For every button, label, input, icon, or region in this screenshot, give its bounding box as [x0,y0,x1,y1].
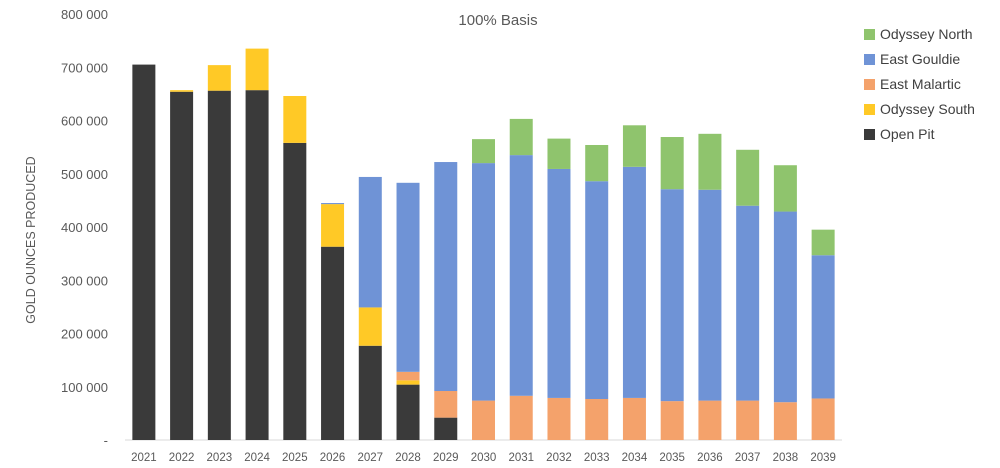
bar-segment-odyssey-south [245,48,269,91]
x-tick-label: 2023 [207,452,233,464]
bar-segment-east-malartic [736,400,760,440]
bar-segment-odyssey-south [207,65,231,91]
x-tick-label: 2033 [584,452,610,464]
x-tick-label: 2022 [169,452,195,464]
x-tick-label: 2027 [357,452,383,464]
chart-title: 100% Basis [458,12,537,29]
bar-segment-east-gouldie [509,155,533,396]
y-tick-label: 400 000 [61,220,108,235]
bar-segment-open-pit [170,91,194,441]
y-tick-label: 600 000 [61,114,108,129]
legend-swatch [864,104,875,115]
bar-segment-east-gouldie [736,205,760,401]
bar-segment-odyssey-north [736,149,760,206]
bar-segment-odyssey-north [773,165,797,212]
legend-swatch [864,54,875,65]
bar-segment-east-gouldie [396,182,420,372]
bar-segment-east-malartic [622,397,646,440]
bar-segment-east-malartic [660,401,684,440]
bar-segment-east-gouldie [585,181,609,399]
bar-segment-odyssey-north [698,133,722,190]
bar-segment-east-malartic [698,400,722,440]
bar-segment-odyssey-north [547,138,571,169]
x-tick-label: 2026 [320,452,346,464]
bar-segment-east-gouldie [773,211,797,403]
x-tick-label: 2031 [508,452,534,464]
bar-segment-east-malartic [773,402,797,440]
legend-label: East Malartic [880,76,961,92]
bar-segment-odyssey-south [283,96,307,143]
bar-segment-east-malartic [811,398,835,440]
legend-swatch [864,29,875,40]
y-axis-ticks: - 100 000 200 000 300 000 400 000 500 000 600 … [61,7,108,448]
bar-segment-east-gouldie [321,203,345,205]
bar-segment-east-gouldie [811,255,835,399]
bar-segment-open-pit [283,142,307,441]
bar-segment-east-gouldie [472,163,495,401]
bar-segment-east-gouldie [622,166,646,398]
bar-segment-east-gouldie [358,176,382,308]
y-tick-label: 700 000 [61,60,108,75]
bar-segment-east-malartic [585,398,609,440]
y-tick-label: 300 000 [61,273,108,288]
bar-segment-odyssey-north [509,118,533,156]
bar-segment-odyssey-south [321,204,345,247]
legend-label: Odyssey South [880,101,975,117]
bar-segment-open-pit [358,345,382,440]
bar-segment-east-gouldie [434,162,458,392]
bar-segment-east-gouldie [660,189,684,402]
y-tick-label: 800 000 [61,7,108,22]
legend-swatch [864,129,875,140]
bar-segment-odyssey-north [660,137,684,190]
bar-segment-east-malartic [472,400,495,440]
x-tick-label: 2029 [433,452,459,464]
bar-segment-odyssey-north [472,139,495,164]
x-tick-label: 2037 [735,452,761,464]
bar-segment-open-pit [396,384,420,440]
bar-segment-east-malartic [547,397,571,440]
y-tick-label: - [104,433,108,448]
y-tick-label: 100 000 [61,380,108,395]
bar-segment-open-pit [245,90,269,441]
bar-segment-east-malartic [434,391,458,418]
bar-segment-east-gouldie [698,189,722,401]
x-tick-label: 2024 [244,452,270,464]
bar-segment-open-pit [321,246,345,440]
bar-segment-east-gouldie [547,168,571,398]
y-tick-label: 500 000 [61,167,108,182]
legend-label: Open Pit [880,126,935,142]
x-tick-label: 2032 [546,452,572,464]
bar-segment-east-malartic [396,371,420,381]
bar-segment-odyssey-south [170,90,194,92]
bar-segment-odyssey-south [396,380,420,385]
bar-segment-odyssey-north [622,125,646,167]
bar-segment-odyssey-north [585,144,609,182]
x-tick-label: 2025 [282,452,308,464]
bar-segment-open-pit [434,417,458,440]
y-tick-label: 200 000 [61,327,108,342]
x-tick-label: 2036 [697,452,723,464]
bar-segment-odyssey-north [811,229,835,256]
y-axis-label: GOLD OUNCES PRODUCED [24,156,38,323]
legend-swatch [864,79,875,90]
x-tick-label: 2038 [773,452,799,464]
legend-label: East Gouldie [880,51,960,67]
x-tick-label: 2028 [395,452,421,464]
legend-label: Odyssey North [880,26,973,42]
x-tick-label: 2039 [810,452,836,464]
bar-segment-open-pit [207,90,231,441]
legend: Odyssey North East Gouldie East Malartic Od… [864,26,975,142]
x-tick-label: 2030 [471,452,497,464]
bar-segment-odyssey-south [358,307,382,346]
x-tick-label: 2021 [131,452,157,464]
y-axis-label-group: GOLD OUNCES PRODUCED [24,156,38,323]
x-tick-label: 2034 [622,452,648,464]
bars-group [132,48,835,441]
bar-segment-east-malartic [509,395,533,440]
bar-segment-open-pit [132,64,156,441]
x-axis-ticks: 2021 2022 2023 2024 2025 2026 2027 2028 2029 2030… [131,452,836,464]
x-tick-label: 2035 [659,452,685,464]
